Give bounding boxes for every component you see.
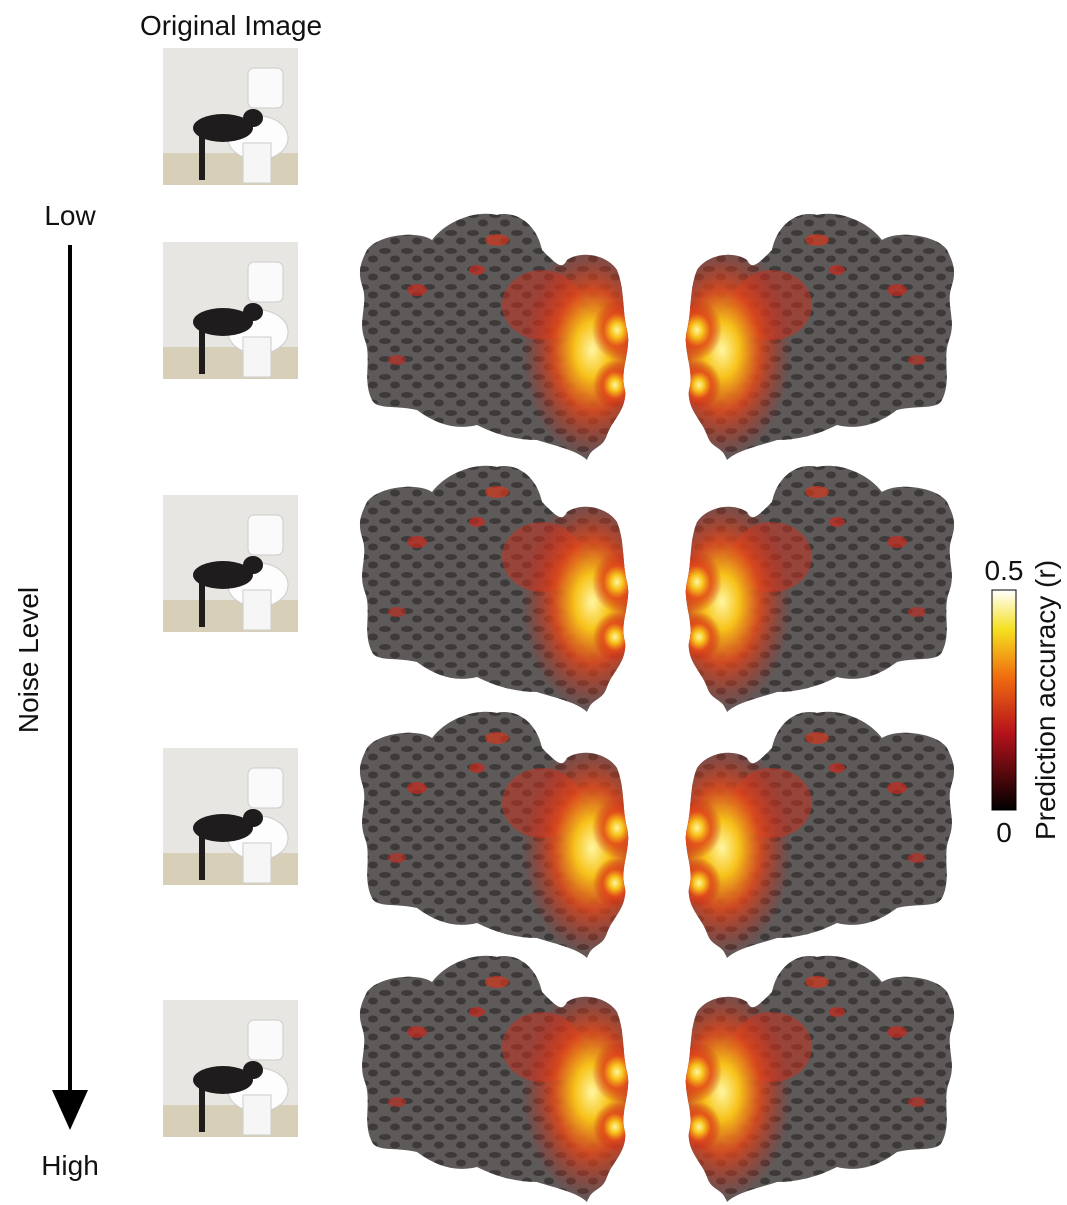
noisy-image: [163, 1000, 298, 1137]
original-image: [163, 48, 298, 185]
noisy-image: [163, 242, 298, 379]
left-flatmap: [357, 952, 662, 1202]
noise-axis-label: Noise Level: [13, 587, 44, 733]
left-flatmap: [357, 462, 662, 712]
right-flatmap: [652, 708, 957, 958]
colorbar-tick-label: 0: [996, 817, 1012, 848]
right-flatmap: [652, 462, 957, 712]
right-flatmap: [652, 952, 957, 1202]
colorbar: [991, 589, 1017, 811]
original-image-title: Original Image: [140, 10, 322, 41]
colorbar-tick-label: 0.5: [985, 555, 1024, 586]
noisy-image: [163, 495, 298, 632]
left-flatmap: [357, 708, 662, 958]
left-flatmap: [357, 210, 662, 460]
low-label: Low: [44, 200, 96, 231]
noisy-image: [163, 748, 298, 885]
colorbar-label: Prediction accuracy (r): [1030, 560, 1061, 840]
right-flatmap: [652, 210, 957, 460]
high-label: High: [41, 1150, 99, 1181]
noise-arrow-head: [52, 1090, 88, 1130]
